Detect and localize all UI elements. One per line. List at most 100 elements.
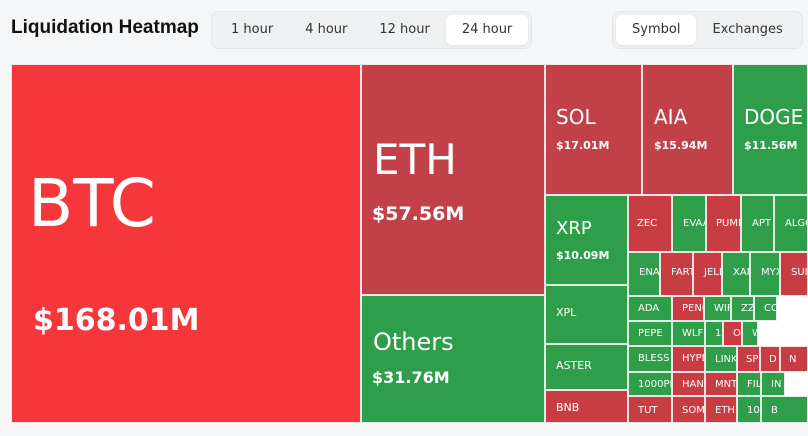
heatmap-tile-somi[interactable]: SOMI (672, 396, 705, 423)
tile-symbol: ADA (638, 303, 660, 314)
tile-symbol: HANA (682, 379, 704, 390)
heatmap-tile-1000[interactable]: 1000 (705, 321, 723, 346)
tile-symbol: APT (752, 218, 771, 229)
heatmap-tile-in[interactable]: IN (761, 372, 785, 396)
heatmap-tile-sui[interactable]: SUI (780, 252, 808, 296)
heatmap-tile-doge[interactable]: DOGE $11.56M (733, 64, 808, 195)
heatmap-tile-ena[interactable]: ENA (628, 252, 660, 296)
heatmap-tile-om[interactable]: OM (723, 321, 742, 346)
heatmap-tile-ada[interactable]: ADA (628, 296, 672, 321)
heatmap-tile-n[interactable]: N (780, 346, 808, 372)
tile-symbol: PEPE (638, 328, 663, 339)
tile-symbol: AIA (654, 105, 688, 129)
tile-symbol: MNT (715, 379, 737, 390)
tile-symbol: EVAA (683, 218, 705, 229)
heatmap-tile-myx[interactable]: MYX (750, 252, 780, 296)
tile-symbol: IN (771, 379, 782, 390)
tile-symbol: ENA (639, 267, 660, 278)
tile-value: $17.01M (556, 139, 610, 152)
heatmap-tile-w[interactable]: W (742, 321, 758, 346)
heatmap-tile-evaa[interactable]: EVAA (672, 195, 706, 252)
heatmap-tile-eth[interactable]: ETH $57.56M (361, 64, 545, 295)
heatmap-tile-pump[interactable]: PUMP (706, 195, 741, 252)
tile-symbol: ALGO (785, 218, 807, 229)
tile-symbol: OM (733, 328, 741, 339)
heatmap-tile-xrp[interactable]: XRP $10.09M (545, 195, 628, 285)
heatmap-tile-xpl[interactable]: XPL (545, 285, 628, 344)
heatmap-tile-xai[interactable]: XAI (722, 252, 750, 296)
tile-symbol: BLESS (638, 353, 670, 364)
heatmap-tile-mnt[interactable]: MNT (705, 372, 737, 396)
time-range-selector: 1 hour 4 hour 12 hour 24 hour (211, 11, 533, 49)
tile-symbol: W (752, 328, 757, 339)
liquidation-heatmap: BTC $168.01M ETH $57.56M Others $31.76M SOL $17… (11, 64, 808, 424)
heatmap-tile-fil[interactable]: FIL (737, 372, 761, 396)
heatmap-tile-fartcoin[interactable]: FARTCOIN (660, 252, 693, 296)
tile-symbol: XRP (556, 218, 592, 239)
heatmap-tile-hana[interactable]: HANA (672, 372, 705, 396)
heatmap-tile-ethfi[interactable]: ETHFI (705, 396, 737, 423)
heatmap-tile-b[interactable]: B (761, 396, 808, 423)
tab-symbol[interactable]: Symbol (616, 15, 697, 45)
tile-symbol: ASTER (556, 359, 592, 372)
tile-symbol: PUMP (716, 218, 740, 229)
heatmap-tile-bless[interactable]: BLESS (628, 346, 672, 372)
tab-1-hour[interactable]: 1 hour (231, 22, 274, 37)
tile-symbol: N (789, 354, 797, 365)
tile-symbol: MYX (761, 267, 779, 278)
heatmap-tile-aia[interactable]: AIA $15.94M (642, 64, 733, 195)
tile-symbol: PENGU (682, 303, 703, 314)
page-title: Liquidation Heatmap (11, 17, 199, 38)
tab-24-hour[interactable]: 24 hour (445, 15, 529, 45)
heatmap-tile-algo[interactable]: ALGO (774, 195, 808, 252)
heatmap-tile-hype[interactable]: HYPE (672, 346, 705, 372)
heatmap-tile-1000pepe[interactable]: 1000PEPE (628, 372, 672, 396)
tile-value: $31.76M (372, 368, 450, 387)
heatmap-tile-aster[interactable]: ASTER (545, 344, 628, 390)
heatmap-tile-d[interactable]: D (760, 346, 780, 372)
tile-symbol: FIL (747, 379, 761, 390)
heatmap-tile-100[interactable]: 100 (737, 396, 761, 423)
tile-symbol: 100 (747, 405, 760, 416)
heatmap-tile-sol[interactable]: SOL $17.01M (545, 64, 642, 195)
tile-symbol: SOL (556, 105, 596, 129)
tile-symbol: BNB (556, 401, 580, 414)
heatmap-tile-btc[interactable]: BTC $168.01M (11, 64, 361, 423)
tile-symbol: FARTCOIN (671, 267, 693, 278)
tile-symbol: LINK (715, 354, 737, 365)
tile-symbol: HYPE (682, 353, 704, 364)
tile-value: $15.94M (654, 139, 708, 152)
heatmap-tile-pepe[interactable]: PEPE (628, 321, 672, 346)
tile-value: $57.56M (372, 203, 465, 225)
heatmap-tile-cc[interactable]: CC (754, 296, 777, 321)
heatmap-tile-link[interactable]: LINK (705, 346, 737, 372)
tab-exchanges[interactable]: Exchanges (712, 22, 783, 37)
tile-symbol: Others (373, 328, 454, 356)
tile-value: $10.09M (556, 249, 610, 262)
tile-symbol: TUT (638, 405, 658, 416)
tab-4-hour[interactable]: 4 hour (305, 22, 348, 37)
tile-symbol: D (769, 354, 777, 365)
heatmap-tile-bnb[interactable]: BNB (545, 390, 628, 423)
heatmap-tile-jelly[interactable]: JELLY (693, 252, 722, 296)
tile-symbol: 1000 (715, 328, 722, 339)
heatmap-tile-others[interactable]: Others $31.76M (361, 295, 545, 423)
tile-symbol: 1000PEPE (638, 379, 671, 390)
tile-symbol: XAI (733, 267, 750, 278)
tile-symbol: BTC (28, 165, 156, 242)
tile-symbol: SPX (746, 354, 759, 365)
tile-symbol: ETHFI (715, 405, 736, 416)
tile-symbol: DOGE (744, 105, 804, 129)
heatmap-tile-zz[interactable]: ZZ (731, 296, 754, 321)
tab-12-hour[interactable]: 12 hour (379, 22, 430, 37)
tile-symbol: ETH (373, 135, 457, 184)
heatmap-tile-zec[interactable]: ZEC (628, 195, 672, 252)
heatmap-tile-tut[interactable]: TUT (628, 396, 672, 423)
tile-symbol: SUI (791, 267, 808, 278)
heatmap-tile-wif[interactable]: WIF (704, 296, 731, 321)
heatmap-tile-pengu[interactable]: PENGU (672, 296, 704, 321)
heatmap-tile-apt[interactable]: APT (741, 195, 774, 252)
tile-symbol: WLFI (682, 328, 705, 339)
heatmap-tile-wlfi[interactable]: WLFI (672, 321, 705, 346)
heatmap-tile-spx[interactable]: SPX (737, 346, 760, 372)
